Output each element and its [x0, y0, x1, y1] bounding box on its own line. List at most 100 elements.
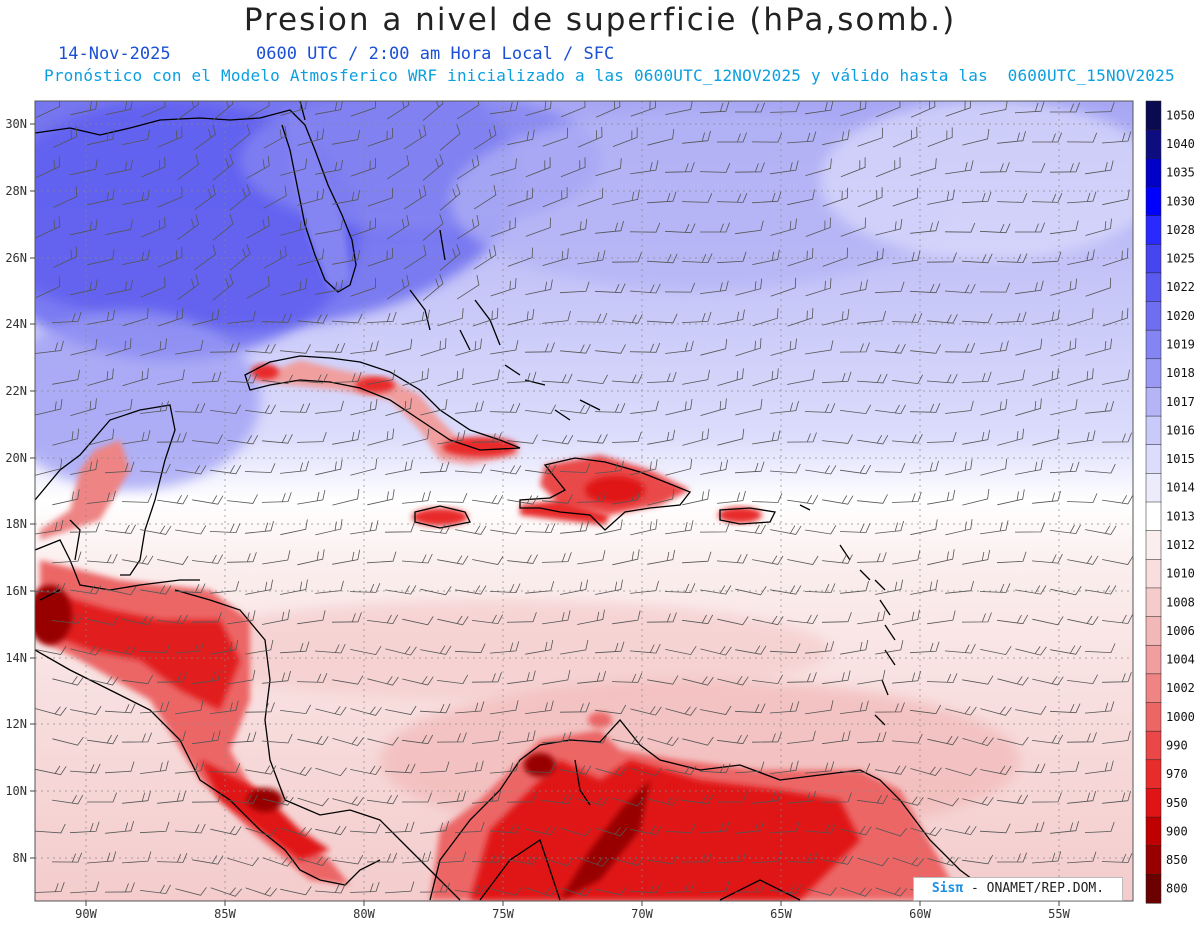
wind-barb — [422, 214, 444, 241]
wind-barb — [263, 245, 287, 269]
wind-barb — [997, 676, 1029, 686]
colorbar-label: 1002 — [1166, 681, 1195, 695]
wind-barb — [246, 275, 270, 299]
wind-barb — [261, 492, 292, 503]
wind-barb — [735, 524, 766, 535]
wind-barb — [471, 672, 502, 683]
wind-barb — [139, 643, 171, 654]
wind-barb — [1101, 672, 1132, 683]
wind-barb — [402, 428, 430, 446]
wind-barb — [157, 307, 184, 327]
wind-barb — [752, 308, 779, 327]
wind-barb — [910, 344, 941, 354]
lat-label: 16N — [5, 584, 27, 598]
wind-barb — [105, 645, 137, 655]
wind-barb — [962, 854, 994, 865]
wind-barb — [875, 404, 906, 415]
wind-barb — [420, 399, 448, 416]
wind-barb — [192, 308, 220, 326]
wind-barb — [682, 614, 714, 625]
wind-barb — [1014, 763, 1046, 774]
wind-barb — [280, 218, 307, 236]
colorbar-swatch — [1145, 444, 1162, 474]
wind-barb — [229, 244, 251, 271]
wind-barb — [350, 520, 379, 535]
wind-barb — [612, 856, 644, 866]
wind-barb — [927, 549, 955, 566]
wind-barb — [52, 614, 83, 625]
wind-barb — [1084, 643, 1116, 654]
wind-barb — [332, 488, 360, 506]
wind-barb — [297, 314, 328, 324]
wind-barb — [212, 154, 234, 181]
wind-barb — [436, 493, 468, 503]
wind-barb — [944, 342, 976, 353]
wind-barb — [997, 369, 1025, 385]
wind-barb — [892, 550, 921, 565]
wind-barb — [892, 250, 921, 265]
wind-barb — [472, 307, 499, 327]
wind-barb — [664, 823, 696, 834]
wind-barb — [314, 342, 346, 353]
wind-barb — [927, 489, 956, 505]
wind-barb — [227, 494, 258, 504]
wind-barb — [245, 404, 276, 415]
wind-barb — [927, 735, 959, 746]
wind-barb — [227, 670, 256, 685]
wind-barb — [700, 705, 732, 715]
wind-barb — [682, 852, 712, 863]
lon-label: 80W — [353, 907, 375, 921]
wind-barb — [542, 857, 574, 867]
wind-barb — [385, 705, 417, 715]
wind-barb — [385, 338, 413, 356]
wind-barb — [139, 821, 170, 834]
wind-barb — [52, 794, 84, 805]
lon-label: 65W — [770, 907, 792, 921]
wind-barb — [51, 311, 82, 323]
wind-barb — [595, 766, 627, 776]
wind-barb — [682, 369, 710, 385]
wind-barb — [576, 733, 608, 744]
wind-barb — [279, 403, 311, 413]
wind-barb — [840, 825, 872, 836]
wind-barb — [140, 276, 166, 298]
wind-barb — [297, 128, 324, 146]
wind-barb — [350, 645, 382, 656]
wind-barb — [471, 853, 503, 863]
wind-barb — [525, 157, 551, 178]
wind-barb — [891, 491, 922, 503]
wind-barb — [875, 579, 903, 595]
wind-barb — [769, 821, 800, 833]
wind-barb — [121, 851, 152, 864]
wind-barb — [595, 579, 623, 595]
wind-barb — [752, 430, 781, 445]
wind-barb — [1102, 495, 1133, 505]
colorbar-label: 1020 — [1166, 309, 1195, 323]
wind-barb — [122, 129, 150, 145]
wind-barb — [314, 883, 346, 894]
wind-barb — [385, 459, 413, 475]
wind-barb — [595, 519, 623, 536]
wind-barb — [595, 704, 627, 715]
jamaica — [414, 505, 471, 529]
puerto-rico — [719, 507, 776, 525]
wind-barb — [769, 463, 801, 474]
wind-barb — [700, 222, 730, 233]
wind-barb — [157, 369, 185, 385]
wind-barb — [699, 821, 730, 834]
wind-barb — [473, 125, 497, 150]
wind-barb — [473, 185, 497, 210]
wind-barb — [735, 820, 764, 834]
lat-label: 8N — [13, 851, 27, 865]
wind-barb — [1032, 309, 1060, 325]
wind-barb — [420, 586, 452, 596]
wind-barb — [857, 794, 889, 805]
wind-barb — [945, 519, 973, 536]
wind-barb — [856, 552, 887, 563]
wind-barb — [506, 792, 537, 803]
wind-barb — [927, 314, 958, 324]
wind-barb — [315, 159, 344, 175]
wind-barb — [156, 853, 188, 863]
colorbar-label: 1022 — [1166, 280, 1195, 294]
wind-barb — [1014, 522, 1045, 533]
